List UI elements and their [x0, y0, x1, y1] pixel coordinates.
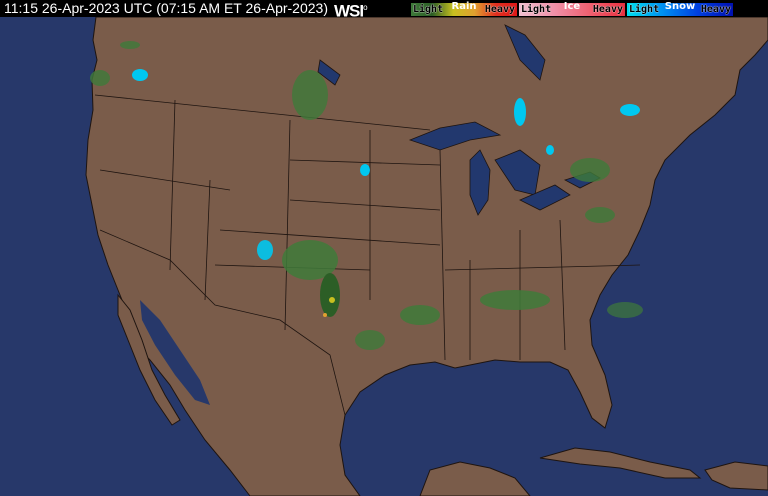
yucatan: [419, 461, 531, 496]
legend-ice-heavy: Heavy: [592, 4, 623, 15]
legend-ice-title: Ice: [563, 1, 581, 12]
legend-ice: Light Ice Heavy: [519, 1, 625, 16]
state-borders: [94, 94, 641, 416]
cuba: [539, 447, 702, 479]
legend-snow-heavy: Heavy: [700, 4, 731, 15]
legend-ice-light: Light: [521, 4, 552, 15]
baja-california: [117, 293, 181, 426]
radar-echoes: [90, 41, 643, 350]
hispaniola: [704, 461, 768, 491]
legend-snow-title: Snow: [664, 1, 696, 12]
legend-snow: Light Snow Heavy: [627, 1, 733, 16]
timestamp: 11:15 26-Apr-2023 UTC (07:15 AM ET 26-Ap…: [4, 0, 328, 16]
gulf-of-california: [140, 300, 210, 405]
legend-rain-light: Light: [413, 4, 444, 15]
wsi-logo: WSIo: [334, 1, 368, 21]
legend-snow-light: Light: [629, 4, 660, 15]
legend-rain-heavy: Heavy: [484, 4, 515, 15]
great-lakes: [317, 24, 601, 216]
header-bar: 11:15 26-Apr-2023 UTC (07:15 AM ET 26-Ap…: [0, 0, 768, 21]
north-america-landmass: [85, 16, 768, 496]
legend-rain: Light Rain Heavy: [411, 1, 517, 16]
legend-rain-title: Rain: [451, 1, 477, 12]
